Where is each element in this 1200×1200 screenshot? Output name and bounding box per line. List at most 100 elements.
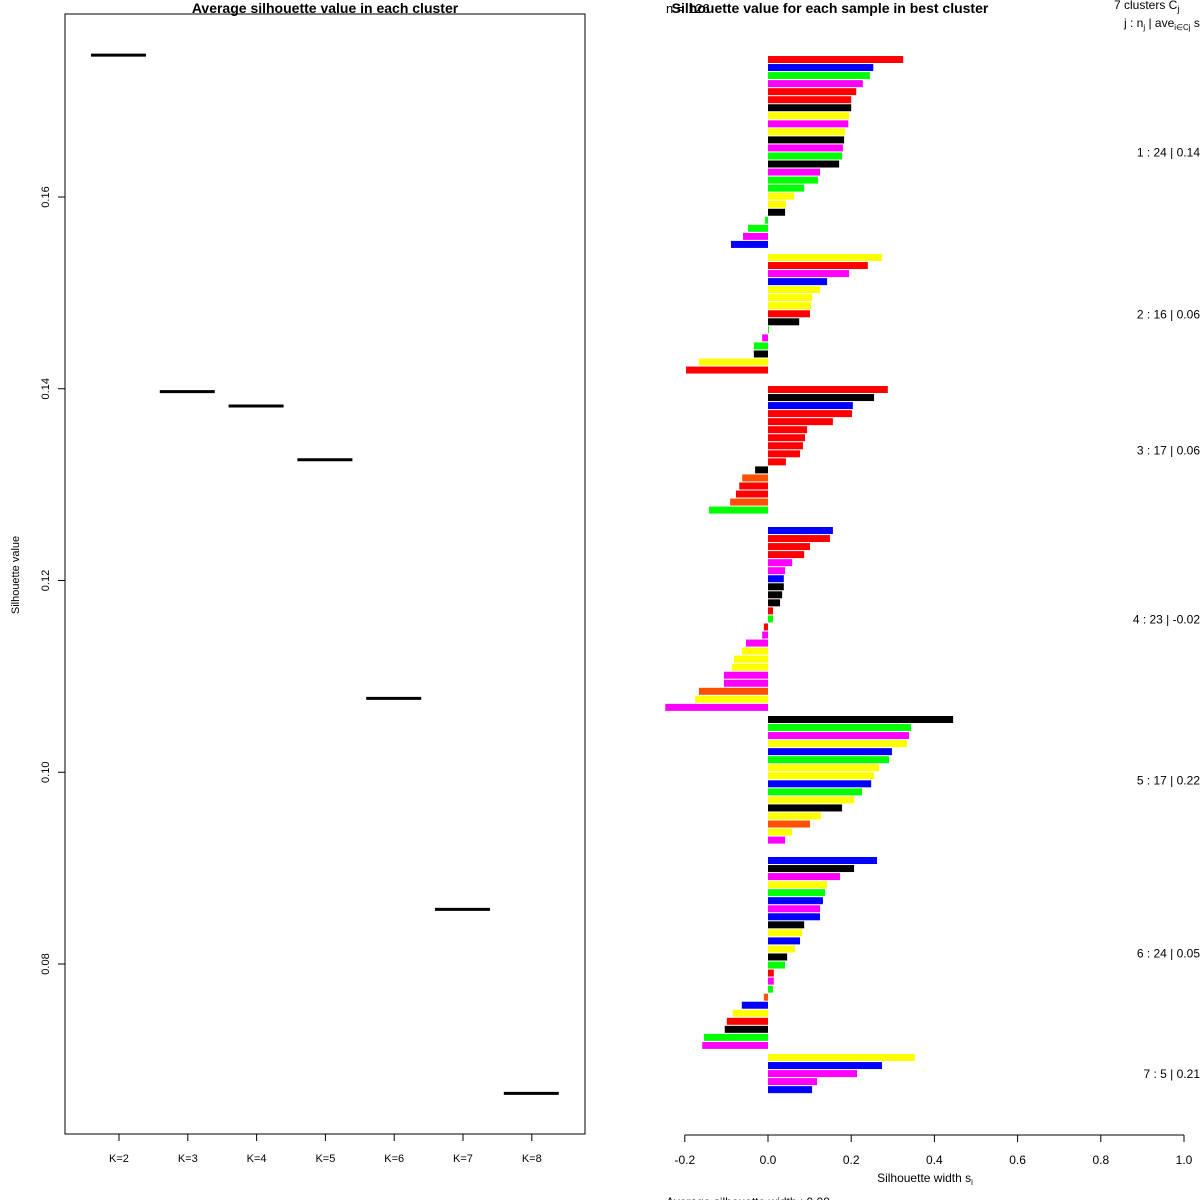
silhouette-bar bbox=[768, 575, 784, 583]
legend-header: 7 clusters Cj j : nj | avei∈Cj s bbox=[1114, 0, 1200, 32]
silhouette-bar bbox=[741, 647, 768, 655]
silhouette-bar bbox=[768, 326, 769, 334]
silhouette-bar bbox=[768, 828, 793, 836]
silhouette-bar bbox=[768, 724, 912, 732]
silhouette-bar bbox=[768, 144, 843, 152]
silhouette-bar bbox=[698, 687, 768, 695]
silhouette-bar bbox=[768, 1070, 858, 1078]
legend-header-line2: j : nj | avei∈Cj s bbox=[1123, 16, 1200, 32]
left-y-tick-label: 0.10 bbox=[40, 762, 52, 783]
silhouette-bar bbox=[753, 342, 768, 350]
silhouette-bar bbox=[755, 466, 768, 474]
silhouette-bar bbox=[768, 318, 800, 326]
silhouette-bar bbox=[723, 679, 768, 687]
silhouette-bar bbox=[741, 1001, 768, 1009]
left-x-tick-label: K=7 bbox=[453, 1153, 473, 1165]
right-bars bbox=[665, 56, 954, 1094]
silhouette-bar bbox=[768, 820, 811, 828]
silhouette-bar bbox=[768, 120, 849, 128]
silhouette-bar bbox=[768, 294, 813, 302]
silhouette-bar bbox=[768, 176, 818, 184]
legend-header-line1: 7 clusters Cj bbox=[1114, 0, 1179, 14]
silhouette-bar bbox=[768, 764, 880, 772]
left-y-axis: 0.08 0.10 0.12 0.14 0.16 bbox=[40, 186, 66, 975]
silhouette-bar bbox=[768, 905, 820, 913]
silhouette-bar bbox=[742, 474, 768, 482]
silhouette-bar bbox=[723, 671, 768, 679]
silhouette-bar bbox=[763, 623, 768, 631]
silhouette-bar bbox=[768, 302, 811, 310]
silhouette-bar bbox=[698, 358, 768, 366]
silhouette-bar bbox=[768, 599, 781, 607]
silhouette-bar bbox=[768, 740, 907, 748]
silhouette-bar bbox=[768, 1062, 882, 1070]
left-x-tick-label: K=8 bbox=[522, 1153, 542, 1165]
left-x-tick-label: K=5 bbox=[315, 1153, 335, 1165]
silhouette-bar bbox=[768, 270, 850, 278]
left-x-tick-label: K=6 bbox=[384, 1153, 404, 1165]
left-plot-frame bbox=[64, 13, 586, 1135]
silhouette-bar bbox=[768, 136, 845, 144]
silhouette-bar bbox=[768, 96, 852, 104]
silhouette-bar bbox=[665, 703, 768, 711]
silhouette-bar bbox=[730, 498, 768, 506]
silhouette-bar bbox=[768, 394, 875, 402]
right-x-tick-label: 0.4 bbox=[926, 1153, 943, 1167]
silhouette-bar bbox=[762, 334, 768, 342]
silhouette-bar bbox=[768, 551, 805, 559]
left-y-tick-label: 0.08 bbox=[40, 953, 52, 974]
right-x-axis: -0.2 0.0 0.2 0.4 0.6 0.8 1.0 bbox=[674, 1134, 1193, 1167]
silhouette-bar bbox=[768, 756, 890, 764]
silhouette-bar bbox=[768, 804, 843, 812]
right-x-tick-label: 0.6 bbox=[1009, 1153, 1026, 1167]
silhouette-bar bbox=[768, 88, 857, 96]
silhouette-bar bbox=[702, 1041, 768, 1049]
left-x-tick-label: K=4 bbox=[247, 1153, 267, 1165]
silhouette-bar bbox=[768, 836, 786, 844]
silhouette-bar bbox=[768, 104, 852, 112]
silhouette-bar bbox=[768, 286, 820, 294]
silhouette-bar bbox=[768, 921, 805, 929]
silhouette-bar bbox=[768, 945, 796, 953]
left-x-tick-label: K=2 bbox=[109, 1153, 129, 1165]
silhouette-bar bbox=[768, 812, 821, 820]
cluster-label: 6 : 24 | 0.05 bbox=[1137, 946, 1200, 960]
silhouette-bar bbox=[768, 200, 786, 208]
silhouette-bar bbox=[768, 426, 808, 434]
silhouette-bar bbox=[768, 310, 811, 318]
silhouette-bar bbox=[765, 216, 768, 224]
silhouette-bar bbox=[768, 881, 828, 889]
silhouette-bar bbox=[743, 232, 768, 240]
silhouette-bar bbox=[768, 873, 840, 881]
silhouette-bar bbox=[768, 929, 803, 937]
silhouette-bar bbox=[768, 913, 820, 921]
silhouette-bar bbox=[768, 772, 875, 780]
left-x-tick-label: K=3 bbox=[178, 1153, 198, 1165]
silhouette-bar bbox=[731, 663, 768, 671]
silhouette-bar bbox=[768, 615, 773, 623]
cluster-label: 7 : 5 | 0.21 bbox=[1144, 1067, 1200, 1081]
silhouette-bar bbox=[768, 732, 910, 740]
silhouette-bar bbox=[768, 961, 786, 969]
silhouette-bar bbox=[768, 591, 783, 599]
silhouette-bar bbox=[695, 695, 768, 703]
right-panel: Silhouette value for each sample in best… bbox=[665, 0, 1200, 1200]
right-x-tick-label: -0.2 bbox=[674, 1153, 695, 1167]
silhouette-bar bbox=[748, 224, 768, 232]
silhouette-bar bbox=[768, 192, 795, 200]
left-y-tick-label: 0.12 bbox=[40, 570, 52, 591]
silhouette-bar bbox=[768, 897, 823, 905]
silhouette-bar bbox=[768, 442, 803, 450]
silhouette-bar bbox=[739, 482, 768, 490]
right-x-axis-label: Silhouette width si bbox=[877, 1171, 973, 1187]
silhouette-bar bbox=[768, 112, 850, 120]
right-x-tick-label: 0.8 bbox=[1092, 1153, 1109, 1167]
silhouette-bar bbox=[768, 80, 863, 88]
silhouette-bar bbox=[724, 1025, 768, 1033]
silhouette-bar bbox=[768, 458, 786, 466]
right-x-tick-label: 0.0 bbox=[760, 1153, 777, 1167]
silhouette-bar bbox=[733, 655, 768, 663]
right-chart-title: Silhouette value for each sample in best… bbox=[672, 0, 989, 16]
silhouette-bar bbox=[703, 1033, 768, 1041]
silhouette-bar bbox=[768, 977, 774, 985]
